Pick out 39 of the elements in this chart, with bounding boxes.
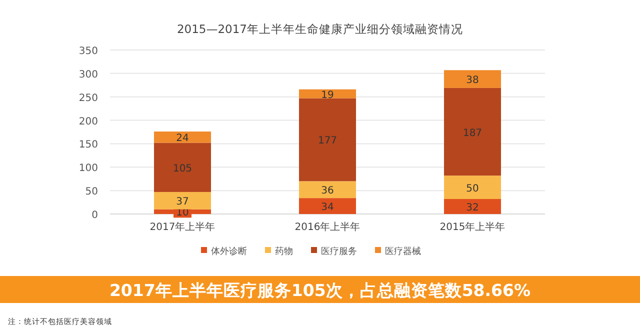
bar	[154, 142, 211, 192]
data-label: 38	[466, 75, 479, 86]
y-tick-label: 50	[85, 186, 98, 198]
legend-label: 药物	[275, 246, 293, 257]
bar	[299, 181, 356, 198]
legend-label: 医疗服务	[321, 246, 357, 257]
data-label: 34	[321, 202, 334, 214]
data-label: 105	[172, 163, 192, 174]
legend-label: 医疗器械	[385, 246, 421, 257]
data-label: 177	[318, 136, 338, 147]
legend-label: 体外诊断	[211, 246, 247, 257]
x-tick-label: 2017年上半年	[150, 221, 216, 233]
y-tick-label: 200	[78, 116, 98, 128]
bar	[154, 192, 211, 210]
data-label: 50	[466, 183, 479, 194]
bar	[299, 89, 356, 98]
data-label: 187	[462, 128, 482, 139]
y-tick-label: 0	[92, 210, 98, 221]
bar	[444, 70, 501, 88]
x-tick-label: 2015年上半年	[440, 221, 506, 233]
y-tick-label: 100	[78, 163, 98, 174]
bar	[444, 88, 501, 176]
data-label: 24	[176, 133, 189, 144]
y-tick-label: 150	[78, 140, 98, 151]
bar	[444, 199, 501, 214]
data-label: 32	[466, 202, 479, 214]
y-tick-label: 350	[78, 46, 98, 57]
data-label: 19	[321, 90, 334, 101]
bar	[299, 198, 356, 214]
bar	[154, 132, 211, 143]
bar	[299, 98, 356, 182]
data-label: 36	[321, 186, 334, 197]
chart-title: 2015—2017年上半年生命健康产业细分领域融资情况	[176, 22, 464, 36]
y-tick-label: 300	[78, 69, 98, 80]
data-label: 37	[176, 196, 189, 208]
x-tick-label: 2016年上半年	[294, 221, 360, 233]
y-tick-label: 250	[78, 92, 98, 104]
text: 2017年上半年医疗服务105次，占总融资笔数58.66%	[109, 281, 532, 300]
bar	[444, 176, 501, 200]
